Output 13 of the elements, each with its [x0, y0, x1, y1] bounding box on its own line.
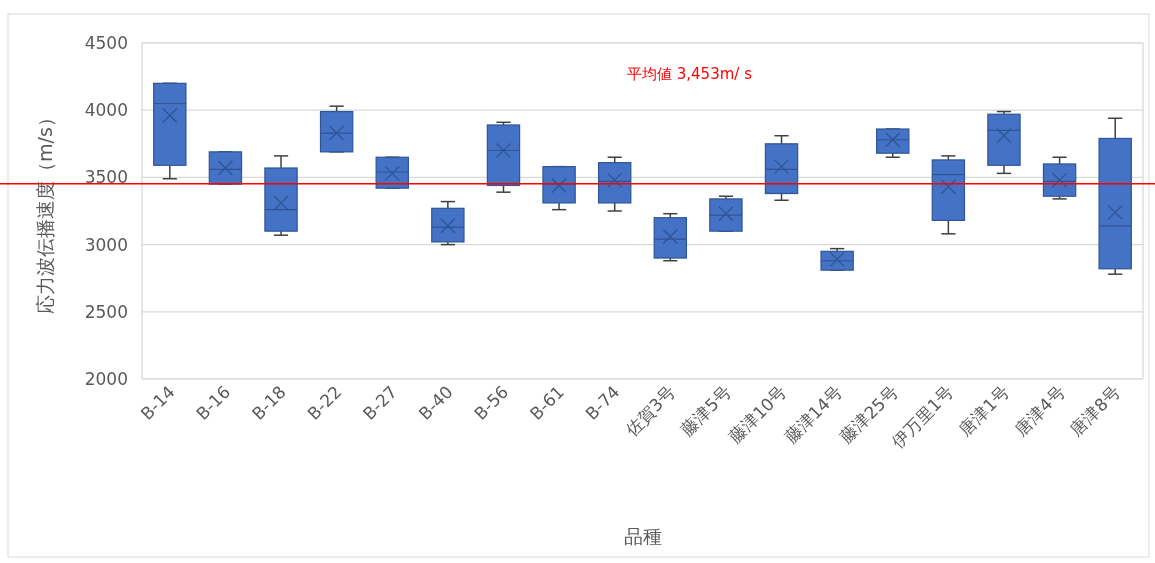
x-tick-label: 唐津8号: [1066, 381, 1125, 440]
x-tick-label: 佐賀3号: [621, 381, 680, 440]
y-tick-label: 4500: [84, 33, 128, 53]
y-axis-title: 応力波伝播速度（m/s）: [34, 108, 56, 314]
x-tick-label: 唐津1号: [954, 381, 1013, 440]
y-tick-label: 3000: [84, 234, 128, 255]
y-tick-label: 2000: [84, 369, 128, 389]
ref-line-label: 平均値 3,453m/ s: [627, 65, 753, 83]
x-tick-label: 唐津4号: [1010, 381, 1069, 440]
x-axis-title: 品種: [623, 525, 662, 547]
y-tick-label: 2500: [84, 301, 128, 322]
y-tick-label: 4000: [84, 100, 128, 121]
y-tick-label: 3500: [84, 167, 128, 188]
